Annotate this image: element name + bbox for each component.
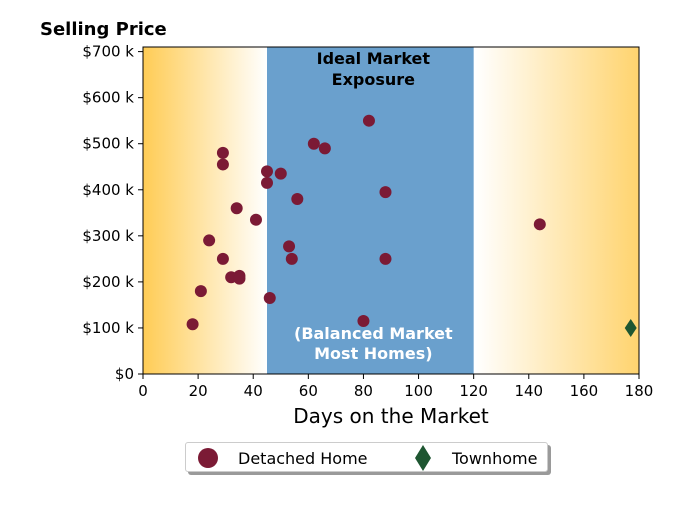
x-tick-label: 0 (138, 382, 148, 400)
x-tick-label: 140 (514, 382, 543, 400)
y-tick-label: $700 k (82, 43, 134, 61)
x-axis-label: Days on the Market (293, 404, 489, 428)
detached-home-point (216, 146, 229, 159)
points-layer (186, 114, 637, 337)
detached-home-point (362, 114, 375, 127)
detached-home-point (263, 292, 276, 305)
band-label-bottom-line-1: (Balanced Market (294, 324, 453, 343)
x-tick-label: 60 (299, 382, 318, 400)
detached-home-point (274, 167, 287, 180)
detached-home-point (291, 192, 304, 205)
y-tick-label: $300 k (82, 227, 134, 245)
detached-home-point (285, 252, 298, 265)
detached-home-point (216, 252, 229, 265)
y-axis: $0 $100 k $200 k $300 k $400 k $500 k $600 k $7… (82, 43, 143, 383)
diamond-marker-icon (415, 445, 431, 471)
x-tick-label: 180 (625, 382, 654, 400)
detached-home-point (216, 158, 229, 171)
y-tick-label: $0 (115, 365, 134, 383)
detached-home-point (230, 202, 243, 215)
y-tick-label: $100 k (82, 319, 134, 337)
chart-title: Selling Price (40, 19, 167, 40)
detached-home-point (186, 318, 199, 331)
legend-item-detached: Detached Home (196, 443, 368, 473)
detached-home-point (379, 186, 392, 199)
x-axis: 0 20 40 60 80 100 120 140 160 180 (138, 374, 653, 400)
legend-label-townhome: Townhome (452, 448, 538, 468)
ideal-exposure-band (267, 47, 474, 374)
detached-home-point (261, 165, 273, 178)
detached-home-point (194, 285, 207, 298)
x-tick-label: 160 (570, 382, 599, 400)
x-tick-label: 120 (459, 382, 488, 400)
x-tick-label: 80 (354, 382, 373, 400)
band-label-bottom-line-2: Most Homes) (314, 344, 432, 363)
y-tick-label: $500 k (82, 135, 134, 153)
detached-home-point (379, 252, 392, 265)
legend-item-townhome: Townhome (414, 443, 537, 473)
band-label-top-line-1: Ideal Market (317, 49, 431, 68)
band-label-top-line-2: Exposure (332, 70, 416, 89)
detached-home-point (283, 240, 296, 253)
x-tick-label: 40 (244, 382, 263, 400)
detached-home-point (249, 213, 262, 226)
y-tick-label: $200 k (82, 273, 134, 291)
plot-frame (142, 46, 640, 375)
detached-home-point (233, 272, 246, 285)
legend-label-detached: Detached Home (238, 448, 368, 468)
detached-home-point (533, 218, 546, 231)
x-tick-label: 20 (189, 382, 208, 400)
detached-home-point (203, 234, 216, 247)
legend: Detached Home Townhome (185, 442, 548, 472)
circle-marker-icon (198, 448, 218, 468)
detached-home-point (261, 176, 273, 189)
y-tick-label: $400 k (82, 181, 134, 199)
townhome-point (624, 318, 637, 337)
detached-home-point (318, 142, 331, 155)
detached-home-point (357, 315, 370, 328)
x-tick-label: 100 (404, 382, 433, 400)
detached-home-point (307, 137, 320, 150)
y-tick-label: $600 k (82, 89, 134, 107)
